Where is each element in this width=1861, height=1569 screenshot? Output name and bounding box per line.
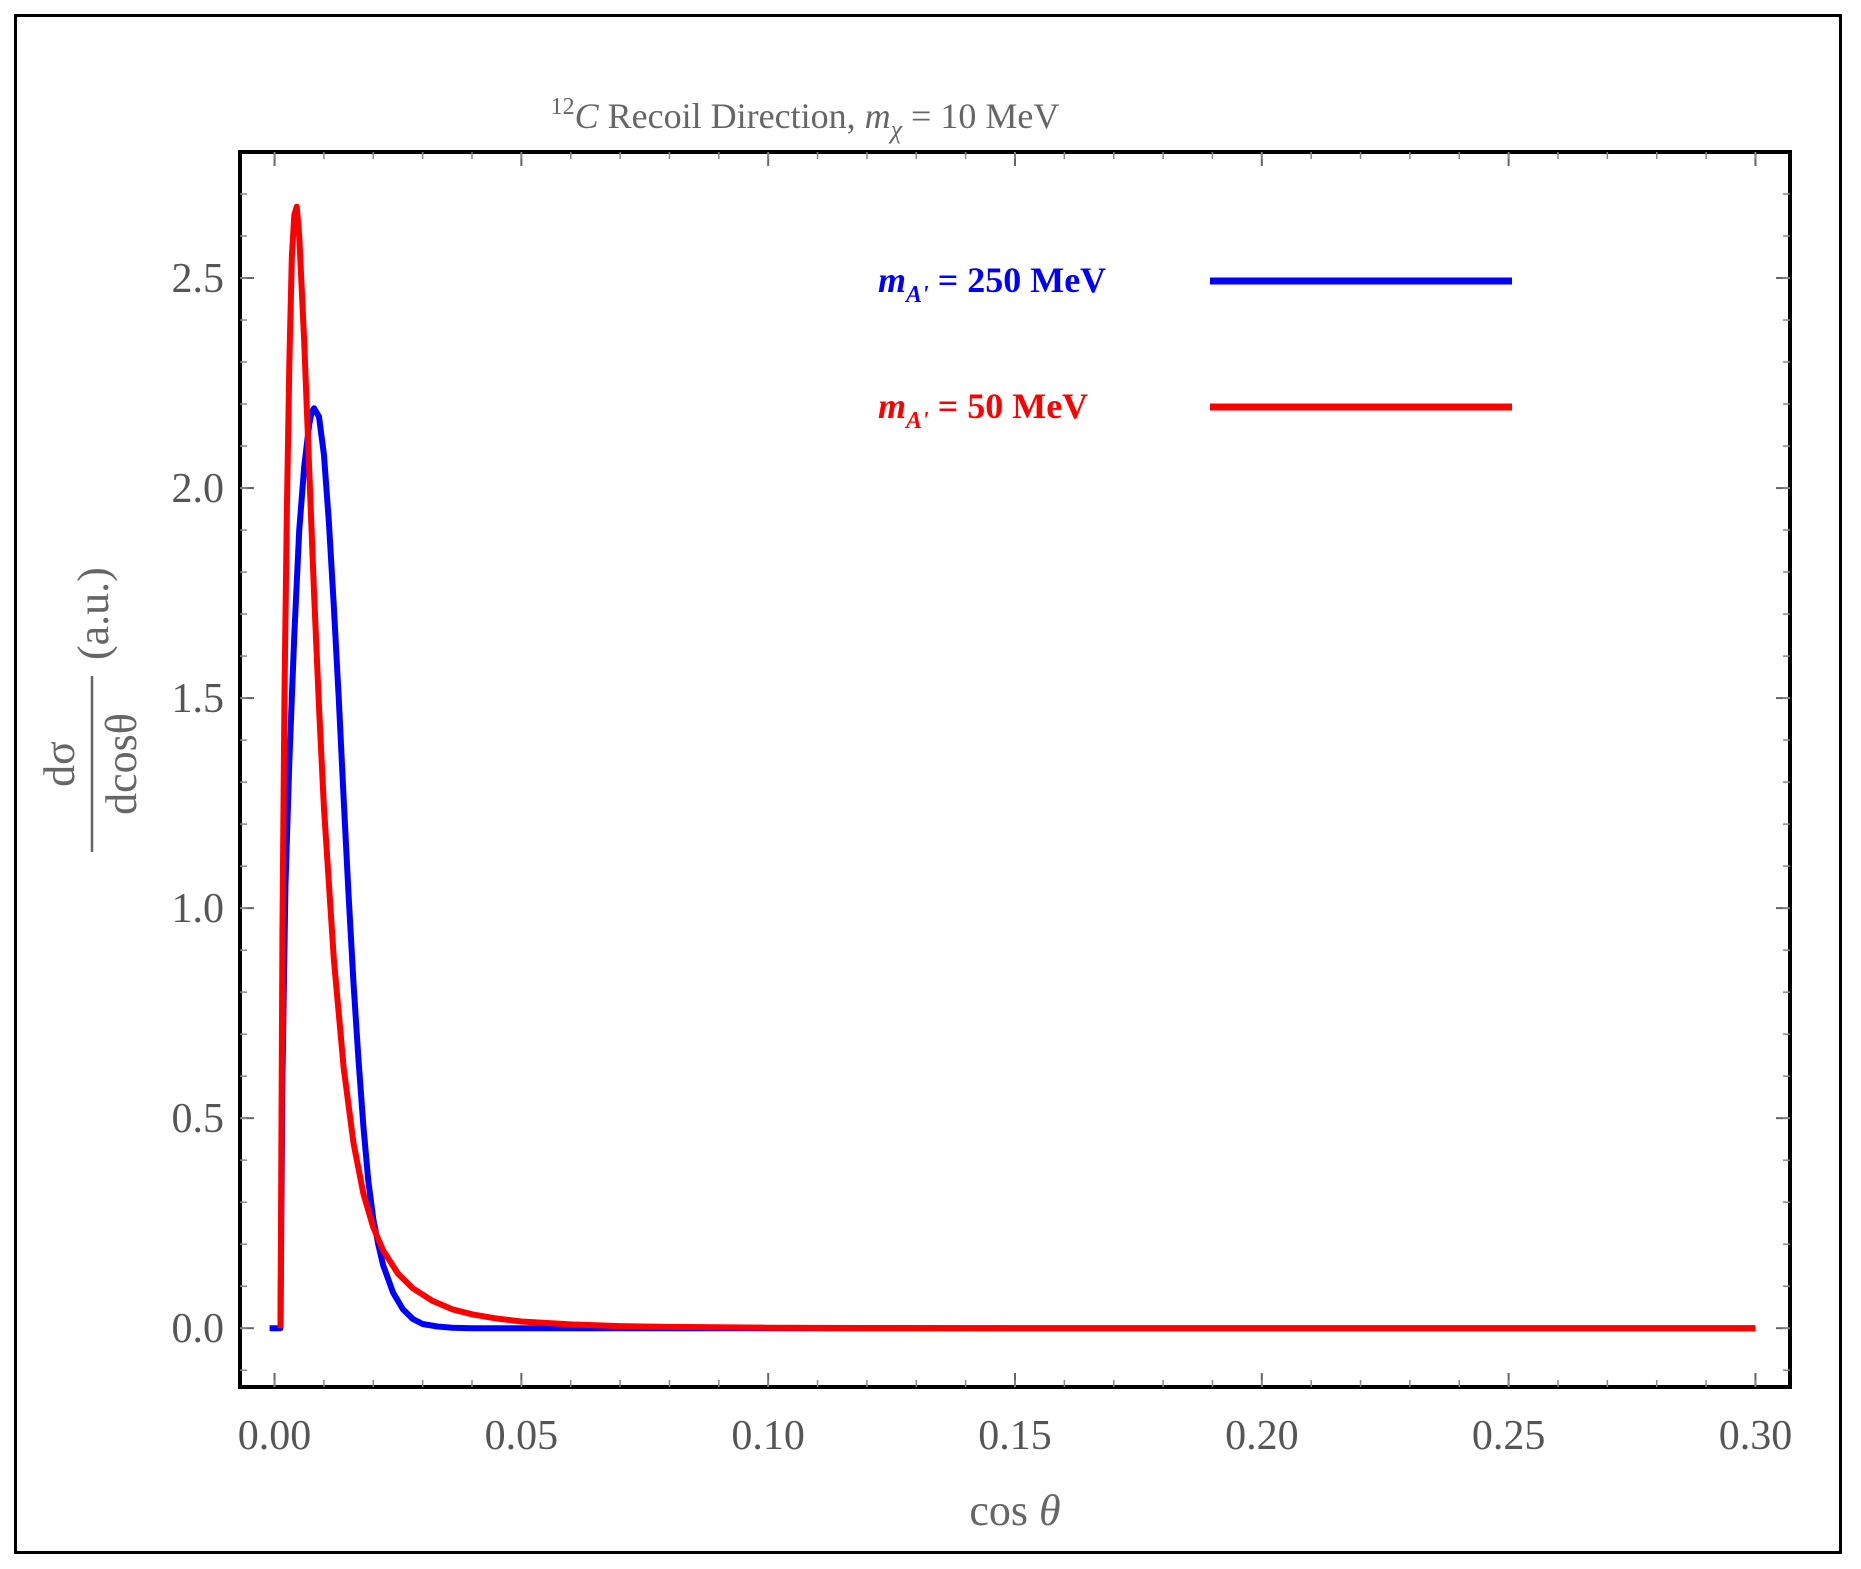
y-tick-label: 2.0 (172, 466, 225, 512)
legend-sub: A' (904, 408, 929, 434)
x-tick-label: 0.20 (1225, 1413, 1299, 1459)
legend-value: = 250 MeV (929, 260, 1106, 300)
series-layer (269, 203, 1756, 1332)
y-tick-label: 1.5 (172, 676, 225, 722)
y-axis-title: dσ dcosθ (a.u.) (35, 567, 146, 852)
x-axis-title-main: cos (969, 1486, 1039, 1535)
legend: mA' = 250 MeV mA' = 50 MeV (878, 260, 1512, 434)
y-axis-numerator: dσ (35, 741, 84, 787)
title-suffix: = 10 MeV (902, 96, 1059, 136)
x-axis-title-var: θ (1039, 1486, 1061, 1535)
y-tick-label: 0.5 (172, 1096, 225, 1142)
x-tick-label: 0.05 (485, 1413, 559, 1459)
legend-sub: A' (904, 282, 929, 308)
plot-area (238, 150, 1792, 1389)
title-variable-subscript: χ (888, 115, 903, 144)
legend-var: m (878, 386, 906, 426)
series-line-0 (269, 405, 1756, 1332)
chart-title: 12C Recoil Direction, mχ = 10 MeV (551, 94, 1060, 144)
legend-var: m (878, 260, 906, 300)
y-tick-label: 1.0 (172, 886, 225, 932)
figure-frame (14, 14, 1842, 1554)
title-text: Recoil Direction, (599, 96, 865, 136)
tick-labels: 0.00 0.05 0.10 0.15 0.20 0.25 0.30 0.0 0.5 1.0 1.5… (172, 256, 1793, 1459)
x-tick-label: 0.10 (731, 1413, 805, 1459)
title-element: C (575, 96, 600, 136)
series-line-1 (277, 203, 1756, 1332)
title-superscript: 12 (551, 94, 575, 120)
x-tick-label: 0.30 (1719, 1413, 1793, 1459)
axis-ticks (240, 152, 1790, 1387)
y-tick-label: 2.5 (172, 256, 225, 302)
title-variable: m (865, 96, 891, 136)
x-axis-title: cos θ (969, 1486, 1060, 1535)
legend-value: = 50 MeV (929, 386, 1088, 426)
y-axis-unit: (a.u.) (69, 567, 118, 660)
y-tick-label: 0.0 (172, 1306, 225, 1352)
x-tick-label: 0.15 (978, 1413, 1052, 1459)
x-tick-label: 0.00 (238, 1413, 312, 1459)
legend-label-50: mA' = 50 MeV (878, 386, 1088, 434)
y-axis-denominator: dcosθ (97, 713, 146, 815)
x-tick-label: 0.25 (1472, 1413, 1546, 1459)
legend-label-250: mA' = 250 MeV (878, 260, 1106, 308)
